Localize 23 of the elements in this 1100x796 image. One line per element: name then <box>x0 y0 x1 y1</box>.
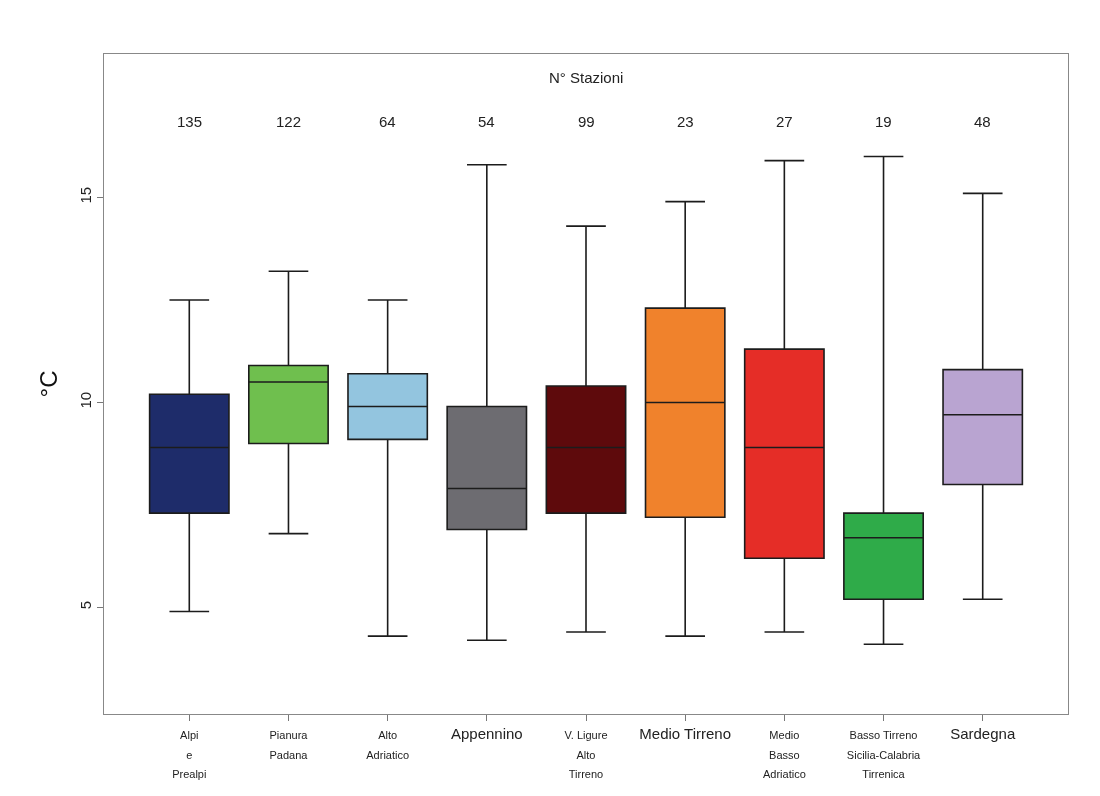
x-tick-label: Appennino <box>450 725 523 743</box>
y-tick-label: 5 <box>76 601 94 610</box>
x-tick-label: V. Ligure Alto Tirreno <box>564 729 608 781</box>
x-tick-label: Sardegna <box>950 725 1016 743</box>
y-tick-label: 15 <box>76 186 94 204</box>
x-tick-label: Medio Tirreno <box>639 725 732 743</box>
annotation: 27 <box>776 113 793 130</box>
x-tick-label: Basso Tirreno Sicilia-Calabria Tirrenica <box>846 729 922 781</box>
x-tick-label: Pianura Padana <box>269 729 309 761</box>
annotation: 135 <box>177 113 203 130</box>
annotation: 54 <box>478 113 495 130</box>
x-tick-label: Alpi e Prealpi <box>172 729 207 781</box>
x-tick-label: Medio Basso Adriatico <box>762 729 806 781</box>
annotation: 99 <box>578 113 595 130</box>
x-tick-label: Alto Adriatico <box>366 729 410 761</box>
annotation: 48 <box>974 113 991 130</box>
annotation: 23 <box>677 113 694 130</box>
y-axis-title: °C <box>35 370 62 398</box>
annotation: 122 <box>276 113 302 130</box>
annotation: N° Stazioni <box>549 69 624 86</box>
annotation: 64 <box>379 113 396 130</box>
annotation: 19 <box>875 113 892 130</box>
y-tick-label: 10 <box>76 391 94 409</box>
